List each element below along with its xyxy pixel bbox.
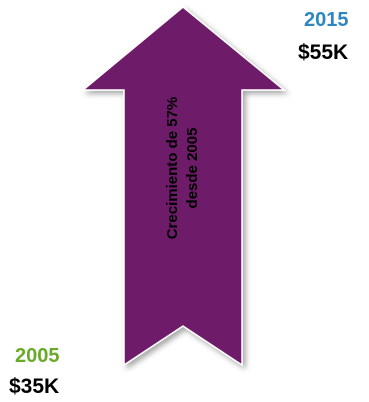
- end-year-label: 2015: [304, 9, 349, 31]
- start-amount-label: $35K: [9, 375, 60, 398]
- growth-arrow-label: Crecimiento de 57% desde 2005: [163, 48, 203, 288]
- start-year-label: 2005: [15, 345, 60, 367]
- growth-arrow-shape: [80, 6, 287, 367]
- growth-label-line2: desde 2005: [184, 127, 201, 209]
- end-amount-label: $55K: [298, 41, 349, 64]
- growth-label-line1: Crecimiento de 57%: [164, 96, 181, 240]
